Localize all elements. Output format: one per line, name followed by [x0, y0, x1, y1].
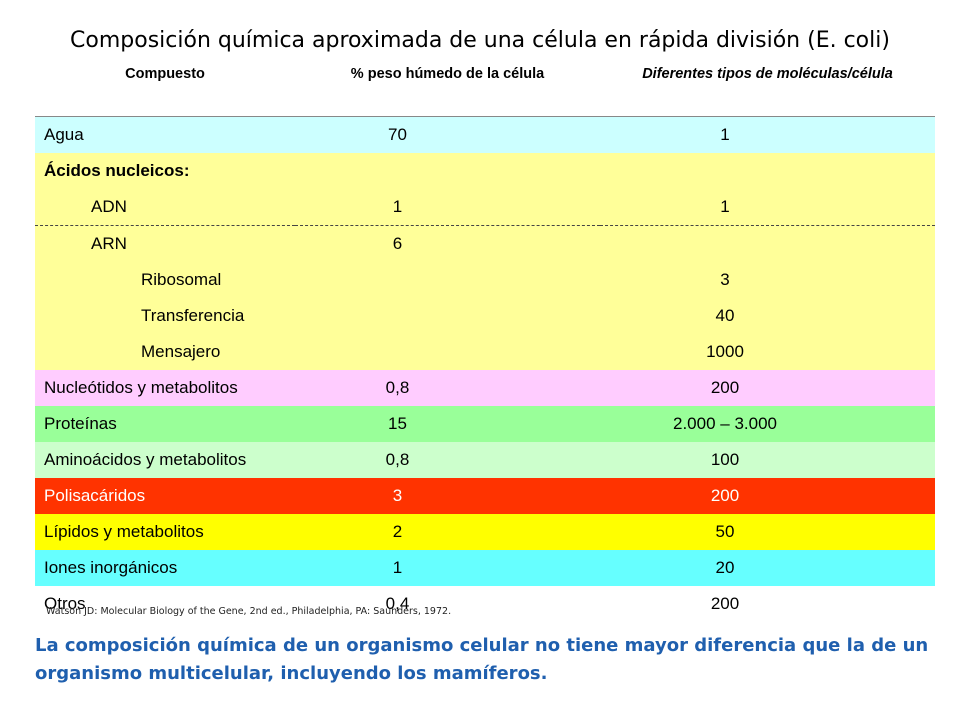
cell-compuesto: Proteínas	[44, 414, 117, 433]
cell-tipos: 200	[710, 486, 740, 505]
cell-peso: 2	[392, 522, 403, 541]
cell-compuesto: ARN	[91, 234, 127, 253]
cell-peso: 6	[392, 234, 403, 253]
conclusion-note: La composición química de un organismo c…	[35, 635, 929, 684]
cell-peso: 0,4	[385, 594, 410, 613]
table-row: Otros 0,4 200	[35, 586, 935, 622]
table-row: ADN 1 1	[35, 189, 935, 226]
cell-peso: 0,8	[385, 378, 410, 397]
table-row: Transferencia 40	[35, 298, 935, 334]
table-row: Agua 70 1	[35, 116, 935, 153]
cell-tipos: 3	[720, 270, 730, 289]
cell-tipos: 200	[710, 594, 740, 613]
cell-compuesto: Ribosomal	[141, 270, 222, 289]
header-tipos: Diferentes tipos de moléculas/célula	[600, 60, 935, 117]
cell-peso: 1	[392, 558, 403, 577]
cell-compuesto: ADN	[35, 189, 295, 226]
header-compuesto: Compuesto	[35, 60, 295, 117]
cell-peso: 70	[388, 125, 407, 144]
cell-tipos	[600, 226, 935, 263]
cell-tipos: 20	[715, 558, 735, 577]
table-row: Iones inorgánicos 1 20	[35, 550, 935, 586]
table-row: Lípidos y metabolitos 2 50	[35, 514, 935, 550]
cell-tipos: 1	[720, 125, 730, 144]
table-row: ARN 6	[35, 225, 935, 263]
table-row: Aminoácidos y metabolitos 0,8 100	[35, 442, 935, 478]
cell-compuesto: Iones inorgánicos	[44, 558, 178, 577]
cell-peso: 0,8	[385, 450, 410, 469]
source-citation: Watson JD: Molecular Biology of the Gene…	[46, 606, 452, 617]
table-row: Polisacáridos 3 200	[35, 478, 935, 514]
cell-peso: 15	[388, 414, 407, 433]
cell-tipos: 1000	[706, 342, 744, 361]
cell-compuesto: Polisacáridos	[44, 486, 146, 505]
cell-tipos: 40	[715, 306, 735, 325]
cell-peso: 1	[295, 189, 600, 226]
cell-compuesto: Nucleótidos y metabolitos	[44, 378, 238, 397]
table-header-row: Compuesto % peso húmedo de la célula Dif…	[35, 60, 935, 117]
cell-tipos	[600, 153, 935, 189]
page-title: Composición química aproximada de una cé…	[70, 28, 890, 53]
table-row: Ribosomal 3	[35, 262, 935, 298]
cell-compuesto: Ácidos nucleicos:	[44, 161, 190, 180]
table-row: Ácidos nucleicos:	[35, 153, 935, 189]
table-body: Agua 70 1 Ácidos nucleicos: ADN 1 1 ARN 6 Ribosom…	[35, 116, 935, 622]
cell-tipos: 1	[600, 189, 935, 226]
table-row: Mensajero 1000	[35, 334, 935, 370]
cell-tipos: 100	[710, 450, 740, 469]
cell-compuesto: Mensajero	[141, 342, 221, 361]
cell-peso	[295, 298, 600, 334]
cell-peso	[295, 334, 600, 370]
cell-compuesto: Otros	[44, 594, 86, 613]
cell-compuesto: Aminoácidos y metabolitos	[44, 450, 247, 469]
table-row: Proteínas 15 2.000 – 3.000	[35, 406, 935, 442]
table-row: Nucleótidos y metabolitos 0,8 200	[35, 370, 935, 406]
cell-peso	[295, 153, 600, 189]
cell-compuesto: Agua	[44, 125, 84, 144]
composition-table: Compuesto % peso húmedo de la célula Dif…	[35, 60, 935, 622]
cell-compuesto: Transferencia	[141, 306, 245, 325]
cell-tipos: 200	[710, 378, 740, 397]
cell-peso: 3	[392, 486, 403, 505]
cell-compuesto: Lípidos y metabolitos	[44, 522, 204, 541]
cell-tipos: 2.000 – 3.000	[673, 414, 777, 433]
cell-peso	[295, 262, 600, 298]
cell-tipos: 50	[715, 522, 735, 541]
header-peso: % peso húmedo de la célula	[295, 60, 600, 117]
